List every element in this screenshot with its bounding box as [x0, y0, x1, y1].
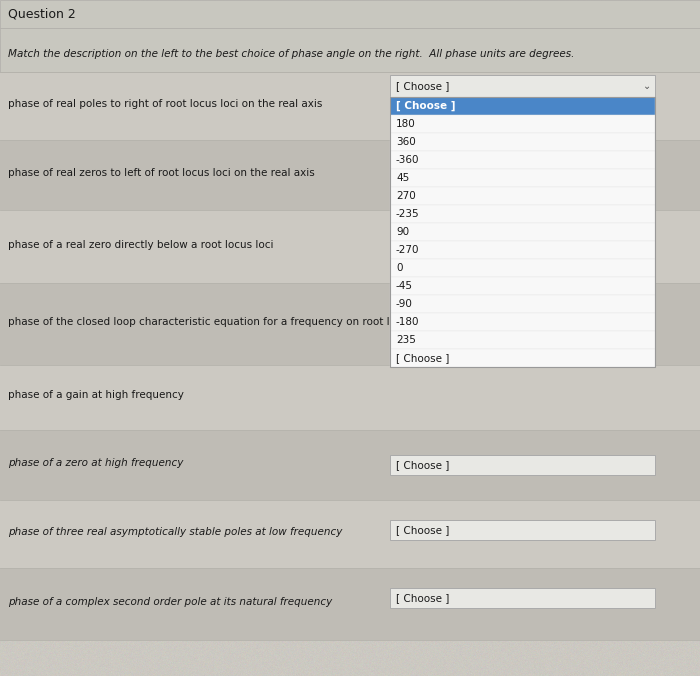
- Text: 0: 0: [396, 263, 402, 273]
- FancyBboxPatch shape: [390, 313, 655, 331]
- Text: phase of three real asymptotically stable poles at low frequency: phase of three real asymptotically stabl…: [8, 527, 342, 537]
- FancyBboxPatch shape: [390, 241, 655, 259]
- Text: [ Choose ]: [ Choose ]: [396, 353, 449, 363]
- FancyBboxPatch shape: [390, 349, 655, 367]
- Text: 45: 45: [396, 173, 410, 183]
- Text: -235: -235: [396, 209, 419, 219]
- FancyBboxPatch shape: [390, 520, 655, 540]
- FancyBboxPatch shape: [390, 187, 655, 205]
- Text: -45: -45: [396, 281, 413, 291]
- FancyBboxPatch shape: [0, 0, 700, 28]
- Text: [ Choose ]: [ Choose ]: [396, 81, 449, 91]
- Text: -360: -360: [396, 155, 419, 165]
- Text: -180: -180: [396, 317, 419, 327]
- Text: -90: -90: [396, 299, 413, 309]
- Text: phase of a gain at high frequency: phase of a gain at high frequency: [8, 391, 184, 400]
- Text: phase of a real zero directly below a root locus loci: phase of a real zero directly below a ro…: [8, 239, 274, 249]
- FancyBboxPatch shape: [0, 140, 700, 210]
- Text: [ Choose ]: [ Choose ]: [396, 593, 449, 603]
- Text: Question 2: Question 2: [8, 7, 76, 20]
- Text: phase of real poles to right of root locus loci on the real axis: phase of real poles to right of root loc…: [8, 99, 323, 109]
- FancyBboxPatch shape: [0, 72, 700, 140]
- FancyBboxPatch shape: [390, 205, 655, 223]
- FancyBboxPatch shape: [390, 331, 655, 349]
- FancyBboxPatch shape: [0, 283, 700, 365]
- Text: 235: 235: [396, 335, 416, 345]
- Text: phase of the closed loop characteristic equation for a frequency on root locus: phase of the closed loop characteristic …: [8, 317, 414, 327]
- FancyBboxPatch shape: [390, 277, 655, 295]
- FancyBboxPatch shape: [390, 455, 655, 475]
- FancyBboxPatch shape: [390, 97, 655, 115]
- FancyBboxPatch shape: [0, 365, 700, 430]
- FancyBboxPatch shape: [390, 259, 655, 277]
- FancyBboxPatch shape: [390, 169, 655, 187]
- Text: [ Choose ]: [ Choose ]: [396, 101, 456, 111]
- Text: phase of a complex second order pole at its natural frequency: phase of a complex second order pole at …: [8, 597, 332, 607]
- Text: 360: 360: [396, 137, 416, 147]
- FancyBboxPatch shape: [390, 115, 655, 133]
- Text: phase of real zeros to left of root locus loci on the real axis: phase of real zeros to left of root locu…: [8, 168, 315, 178]
- Text: Match the description on the left to the best choice of phase angle on the right: Match the description on the left to the…: [8, 49, 575, 59]
- Text: 270: 270: [396, 191, 416, 201]
- FancyBboxPatch shape: [390, 588, 655, 608]
- Text: -270: -270: [396, 245, 419, 255]
- FancyBboxPatch shape: [390, 75, 655, 97]
- FancyBboxPatch shape: [390, 223, 655, 241]
- Text: 180: 180: [396, 119, 416, 129]
- FancyBboxPatch shape: [0, 430, 700, 500]
- FancyBboxPatch shape: [390, 133, 655, 151]
- FancyBboxPatch shape: [0, 28, 700, 72]
- FancyBboxPatch shape: [0, 210, 700, 283]
- FancyBboxPatch shape: [390, 295, 655, 313]
- Text: [ Choose ]: [ Choose ]: [396, 460, 449, 470]
- FancyBboxPatch shape: [0, 500, 700, 568]
- Text: [ Choose ]: [ Choose ]: [396, 525, 449, 535]
- FancyBboxPatch shape: [0, 568, 700, 640]
- Text: phase of a zero at high frequency: phase of a zero at high frequency: [8, 458, 183, 468]
- Text: 90: 90: [396, 227, 409, 237]
- FancyBboxPatch shape: [390, 151, 655, 169]
- Text: ⌄: ⌄: [643, 81, 651, 91]
